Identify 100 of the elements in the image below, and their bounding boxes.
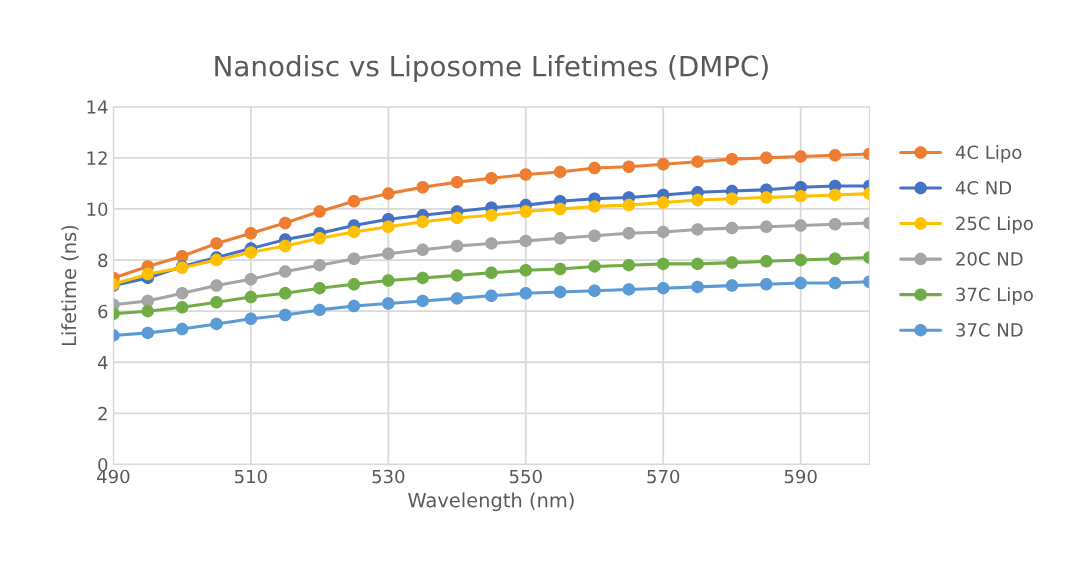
- chart-title: Nanodisc vs Liposome Lifetimes (DMPC): [215, 55, 768, 82]
- y-tick-label: 6: [98, 304, 108, 319]
- point: [347, 299, 361, 313]
- y-tick-label: 10: [87, 202, 108, 217]
- legend-label: 37C Lipo: [956, 287, 1033, 305]
- point: [278, 216, 292, 230]
- point: [725, 152, 739, 166]
- point: [485, 209, 498, 222]
- point: [313, 232, 326, 245]
- point: [313, 303, 326, 317]
- point: [244, 246, 258, 259]
- point: [828, 276, 842, 290]
- point: [278, 308, 292, 322]
- point: [450, 269, 464, 282]
- legend-label: 4C ND: [955, 180, 1012, 195]
- point: [450, 292, 464, 305]
- point: [519, 234, 533, 248]
- point: [691, 280, 704, 294]
- point: [691, 193, 704, 207]
- point: [553, 202, 567, 216]
- point: [760, 220, 773, 234]
- point: [691, 257, 704, 271]
- point: [485, 172, 498, 185]
- y-tick-label: 8: [98, 253, 108, 268]
- x-tick-label: 550: [509, 469, 542, 484]
- point: [588, 284, 601, 297]
- point: [725, 256, 739, 269]
- y-tick-label: 4: [97, 355, 108, 370]
- point: [519, 168, 533, 181]
- point: [553, 165, 567, 179]
- point: [382, 220, 395, 234]
- point: [622, 283, 636, 296]
- point: [760, 255, 773, 268]
- point: [450, 175, 464, 189]
- point: [313, 258, 326, 272]
- point: [244, 312, 258, 326]
- point: [416, 243, 429, 257]
- point: [244, 272, 258, 286]
- point: [553, 232, 567, 245]
- point: [725, 192, 739, 205]
- point: [210, 295, 223, 309]
- point: [691, 155, 704, 168]
- point: [382, 297, 395, 310]
- point: [175, 322, 189, 336]
- point: [485, 237, 498, 250]
- point: [141, 267, 155, 281]
- legend-label: 37C ND: [956, 323, 1023, 337]
- x-tick-label: 510: [235, 469, 267, 484]
- point: [141, 304, 155, 318]
- point: [656, 281, 670, 295]
- point: [450, 211, 464, 225]
- point: [347, 195, 361, 208]
- point: [656, 257, 670, 271]
- legend-label: 25C Lipo: [956, 216, 1033, 234]
- point: [485, 266, 498, 280]
- point: [656, 157, 670, 171]
- point: [416, 215, 429, 228]
- point: [828, 188, 842, 202]
- point: [760, 191, 773, 204]
- point: [450, 239, 464, 253]
- point: [244, 226, 258, 240]
- point: [553, 262, 567, 276]
- point: [416, 294, 429, 308]
- point: [210, 317, 223, 331]
- point: [175, 301, 189, 314]
- point: [725, 279, 739, 292]
- point: [656, 196, 670, 209]
- point: [794, 253, 807, 267]
- legend-label: 4C Lipo: [955, 145, 1022, 163]
- legend-label: 20C ND: [956, 252, 1023, 266]
- x-tick-label: 570: [647, 469, 680, 484]
- x-tick-label: 590: [784, 469, 817, 484]
- point: [278, 239, 292, 253]
- point: [382, 187, 395, 200]
- point: [278, 265, 292, 278]
- point: [553, 285, 567, 299]
- point: [382, 247, 395, 260]
- point: [760, 278, 773, 291]
- point: [519, 287, 533, 300]
- x-tick-label: 530: [372, 469, 405, 484]
- y-tick-label: 2: [98, 406, 107, 421]
- point: [794, 276, 807, 290]
- point: [588, 260, 601, 273]
- y-tick-label: 12: [87, 151, 107, 165]
- point: [622, 198, 636, 212]
- point: [313, 281, 326, 295]
- point: [794, 189, 807, 203]
- point: [588, 200, 601, 213]
- point: [382, 274, 395, 287]
- point: [588, 229, 601, 243]
- point: [244, 290, 258, 304]
- point: [828, 218, 842, 231]
- point: [141, 326, 155, 340]
- y-tick-label: 14: [87, 100, 108, 114]
- point: [828, 252, 842, 266]
- point: [519, 205, 533, 218]
- point: [210, 279, 223, 292]
- point: [416, 180, 429, 194]
- point: [210, 237, 223, 250]
- point: [622, 258, 636, 272]
